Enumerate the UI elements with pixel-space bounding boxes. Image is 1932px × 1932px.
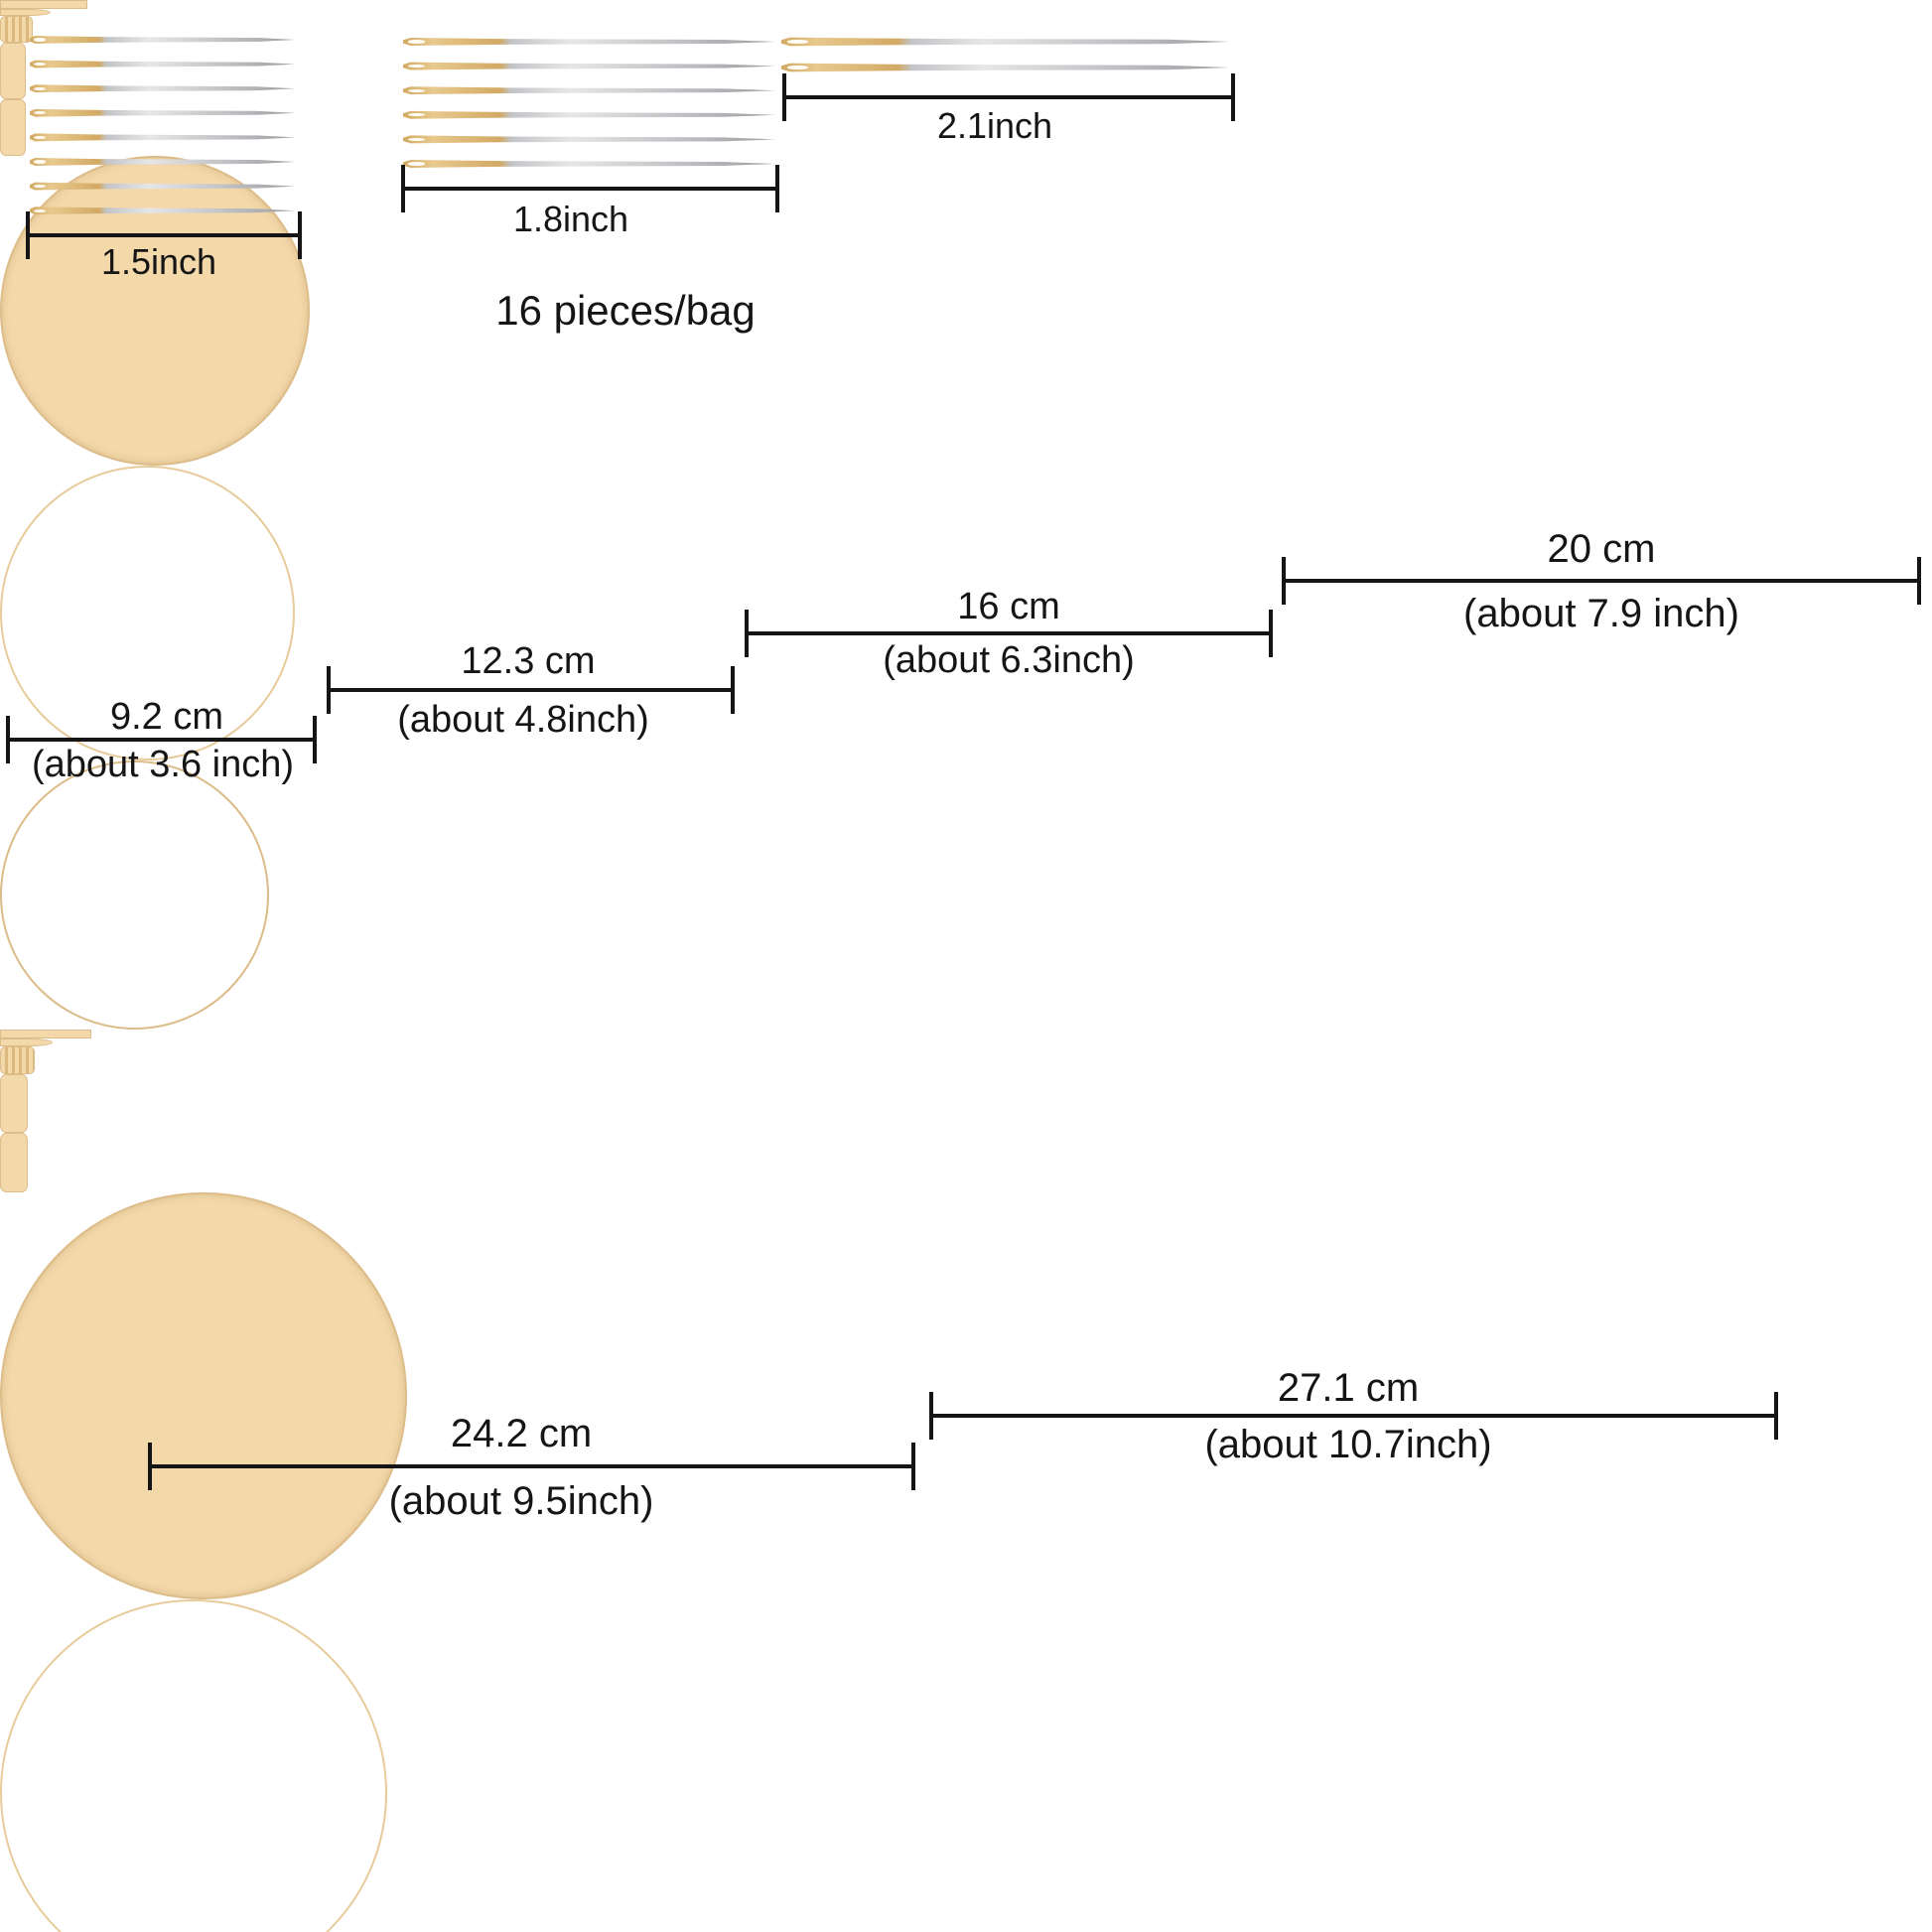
needle-eye: [33, 160, 46, 164]
needle-length-dimension-tick-right: [298, 211, 302, 259]
needle-eye: [787, 66, 808, 69]
hoop-diameter-dimension-tick-left: [1282, 557, 1286, 605]
hoop-size-inch-label: (about 7.9 inch): [1463, 592, 1739, 635]
needle-eye: [33, 135, 46, 139]
hoop-size-cm-label: 9.2 cm: [109, 696, 224, 738]
needle-length-label: 2.1inch: [936, 105, 1053, 146]
hoop-inner-hole: [0, 759, 270, 1031]
sewing-needle: [30, 133, 295, 142]
needle-eye: [408, 162, 426, 166]
hoop-diameter-dimension-tick-right: [911, 1443, 915, 1490]
needle-eye: [408, 137, 426, 141]
hoop-size-cm-label: 27.1 cm: [1277, 1366, 1420, 1410]
sewing-needle: [781, 63, 1230, 72]
hoop-diameter-dimension-tick-left: [929, 1392, 933, 1440]
hoop-size-inch-label: (about 4.8inch): [397, 699, 649, 741]
sewing-needle: [403, 62, 775, 70]
hoop-size-cm-label: 12.3 cm: [461, 640, 596, 682]
needle-length-dimension-tick-right: [1231, 73, 1235, 121]
hoop-diameter-dimension-tick-right: [1774, 1392, 1778, 1440]
hoop-diameter-dimension-line: [8, 738, 315, 742]
hoop-diameter-dimension-tick-left: [745, 610, 749, 657]
hoop-screw-shaft: [0, 1030, 91, 1039]
hoop-diameter-dimension-tick-right: [1917, 557, 1921, 605]
hoop-diameter-dimension-tick-right: [313, 716, 317, 763]
needle-length-dimension-line: [784, 95, 1233, 99]
needle-eye: [33, 38, 46, 42]
hoop-diameter-dimension-line: [150, 1464, 913, 1468]
needle-eye: [408, 64, 426, 69]
hoop-diameter-dimension-tick-left: [6, 716, 10, 763]
sewing-needle: [30, 84, 295, 93]
sewing-needle: [30, 108, 295, 117]
sewing-needle: [403, 160, 775, 168]
hoop-size-inch-label: (about 10.7inch): [1204, 1423, 1492, 1466]
needle-length-dimension-tick-right: [775, 165, 779, 212]
needle-eye: [408, 88, 426, 92]
hoop-seam-ring: [0, 466, 295, 760]
needle-eye: [33, 111, 46, 115]
needle-eye: [33, 62, 46, 67]
sewing-needle: [30, 158, 295, 166]
bag-quantity-note: 16 pieces/bag: [495, 287, 756, 334]
sewing-needle: [403, 86, 775, 95]
hoop-size-inch-label: (about 3.6 inch): [31, 744, 295, 785]
hoop-seam-ring: [0, 1599, 387, 1932]
hoop-diameter-dimension-line: [1284, 579, 1919, 583]
sewing-needle: [30, 182, 295, 191]
hoop-screw-post: [0, 1133, 28, 1193]
needle-length-dimension-line: [403, 187, 777, 191]
hoop-diameter-dimension-line: [931, 1414, 1776, 1418]
hoop-screw-knob: [0, 16, 33, 43]
hoop-diameter-dimension-tick-left: [327, 666, 331, 714]
needle-eye: [787, 40, 808, 44]
needle-eye: [408, 113, 426, 117]
needle-length-dimension-tick-left: [26, 211, 30, 259]
hoop-diameter-dimension-line: [329, 688, 733, 692]
needle-length-dimension-tick-left: [782, 73, 786, 121]
hoop-diameter-dimension-tick-right: [731, 666, 735, 714]
hoop-outer-ring: [0, 156, 310, 467]
hoop-screw-post: [0, 1073, 28, 1134]
hoop-screw-pin: [0, 1038, 53, 1047]
hoop-size-inch-label: (about 6.3inch): [883, 639, 1135, 681]
needle-length-label: 1.8inch: [512, 199, 629, 239]
sewing-needle: [781, 37, 1230, 47]
hoop-size-cm-label: 20 cm: [1547, 527, 1656, 571]
sewing-needle: [30, 60, 295, 69]
sewing-needle: [403, 38, 775, 46]
needle-eye: [33, 208, 46, 212]
needle-length-dimension-tick-left: [401, 165, 405, 212]
hoop-screw-knob: [0, 1046, 35, 1074]
needle-eye: [33, 184, 46, 189]
sewing-needle: [403, 135, 775, 144]
needle-length-dimension-line: [28, 233, 300, 237]
sewing-needle: [30, 207, 295, 215]
needle-eye: [408, 40, 426, 44]
needle-length-label: 1.5inch: [100, 241, 217, 282]
hoop-size-cm-label: 16 cm: [957, 586, 1060, 627]
hoop-size-inch-label: (about 9.5inch): [388, 1479, 654, 1523]
hoop-screw-post: [0, 42, 27, 99]
sewing-needle: [403, 110, 775, 119]
sewing-needle: [30, 36, 295, 44]
hoop-screw-shaft: [0, 0, 87, 9]
hoop-screw-post: [0, 98, 27, 157]
hoop-diameter-dimension-line: [747, 631, 1271, 635]
needle-eye: [33, 86, 46, 90]
hoop-screw-pin: [0, 8, 51, 17]
hoop-diameter-dimension-tick-left: [148, 1443, 152, 1490]
hoop-outer-ring: [0, 1192, 407, 1600]
hoop-size-cm-label: 24.2 cm: [450, 1412, 593, 1455]
hoop-diameter-dimension-tick-right: [1269, 610, 1273, 657]
